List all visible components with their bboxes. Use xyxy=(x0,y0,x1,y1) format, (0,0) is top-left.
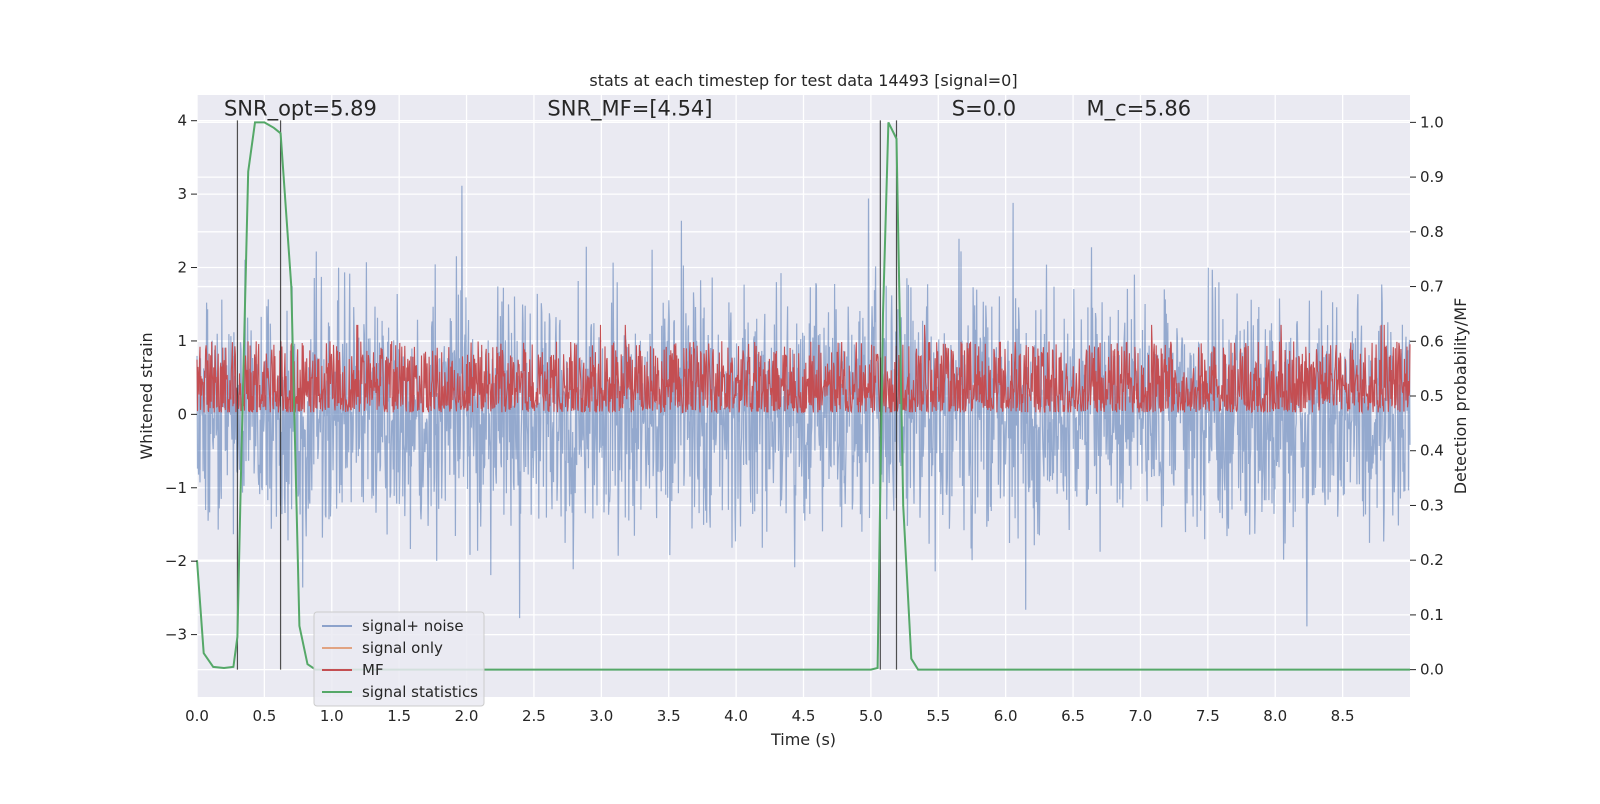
y2-tick-label: 0.9 xyxy=(1420,168,1444,186)
x-tick-label: 8.5 xyxy=(1331,707,1355,725)
y-tick-label: −2 xyxy=(165,552,187,570)
legend-box xyxy=(313,611,485,707)
annotations: SNR_opt=5.89 SNR_MF=[4.54] S=0.0 M_c=5.86 xyxy=(224,96,1191,121)
x-axis-label: Time (s) xyxy=(770,730,836,749)
mf-line xyxy=(196,324,1411,415)
x-tick-label: 0.0 xyxy=(185,707,209,725)
annotation-text: SNR_MF=[4.54] xyxy=(547,96,712,121)
x-tick-label: 6.0 xyxy=(994,707,1018,725)
x-tick-label: 7.0 xyxy=(1129,707,1153,725)
x-tick-label: 7.5 xyxy=(1196,707,1220,725)
y2-tick-label: 0.4 xyxy=(1420,442,1444,460)
legend: signal+ noise signal only MF signal statist… xyxy=(313,611,485,707)
y2-tick-label: 1.0 xyxy=(1420,113,1444,131)
x-tick-label: 5.0 xyxy=(859,707,883,725)
x-tick-label: 1.0 xyxy=(320,707,344,725)
annotation-text: SNR_opt=5.89 xyxy=(224,96,377,121)
y-tick-label: 4 xyxy=(177,112,187,130)
series-mf xyxy=(196,324,1411,415)
y2-tick-label: 0.1 xyxy=(1420,606,1444,624)
legend-label: MF xyxy=(362,661,384,679)
annotation-text: S=0.0 xyxy=(952,96,1016,120)
legend-label: signal+ noise xyxy=(362,617,464,635)
signal-noise-line xyxy=(196,185,1411,627)
x-tick-label: 0.5 xyxy=(252,707,276,725)
y2-axis-label: Detection probability/MF xyxy=(1451,298,1470,495)
y2-tick-label: 0.7 xyxy=(1420,278,1444,296)
chart-title: stats at each timestep for test data 144… xyxy=(589,71,1017,90)
x-tick-label: 1.5 xyxy=(387,707,411,725)
y-tick-label: −3 xyxy=(165,626,187,644)
x-tick-label: 4.0 xyxy=(724,707,748,725)
x-tick-label: 6.5 xyxy=(1061,707,1085,725)
y-tick-label: 3 xyxy=(177,185,187,203)
annotation-text: M_c=5.86 xyxy=(1087,96,1192,121)
y2-tick-label: 0.0 xyxy=(1420,661,1444,679)
y-tick-label: −1 xyxy=(165,479,187,497)
x-tick-label: 2.0 xyxy=(455,707,479,725)
y-tick-label: 1 xyxy=(177,332,187,350)
y-axis-label: Whitened strain xyxy=(137,332,156,459)
x-tick-label: 8.0 xyxy=(1263,707,1287,725)
x-tick-label: 4.5 xyxy=(792,707,816,725)
y-tick-label: 2 xyxy=(177,259,187,277)
series-signal-noise xyxy=(196,185,1411,627)
legend-label: signal statistics xyxy=(362,683,478,701)
axes: 0.0 0.5 1.0 1.5 2.0 2.5 3.0 3.5 4.0 4.5 5.0 5.5 6.0 6… xyxy=(165,112,1444,725)
x-tick-label: 2.5 xyxy=(522,707,546,725)
vertical-markers xyxy=(236,120,898,670)
y2-tick-label: 0.6 xyxy=(1420,332,1444,350)
x-tick-label: 3.5 xyxy=(657,707,681,725)
x-tick-label: 5.5 xyxy=(926,707,950,725)
y2-tick-label: 0.3 xyxy=(1420,496,1444,514)
y2-tick-label: 0.5 xyxy=(1420,387,1444,405)
y-tick-label: 0 xyxy=(177,405,187,423)
x-tick-label: 3.0 xyxy=(589,707,613,725)
y2-tick-label: 0.8 xyxy=(1420,223,1444,241)
y2-tick-label: 0.2 xyxy=(1420,551,1444,569)
legend-label: signal only xyxy=(362,639,443,657)
